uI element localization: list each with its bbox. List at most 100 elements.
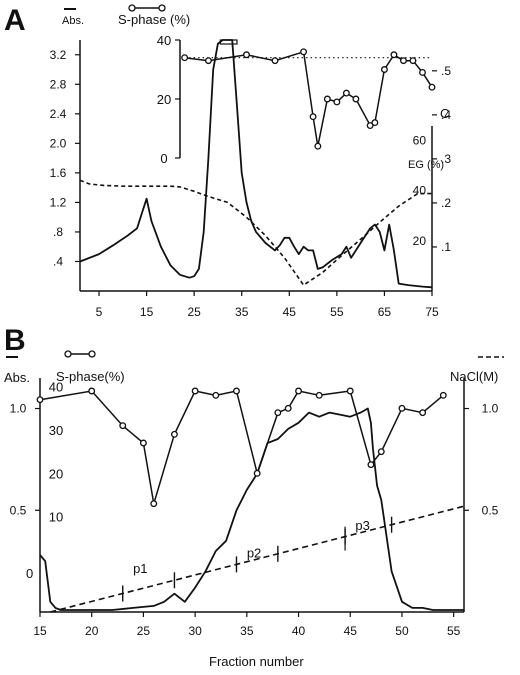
panel-a-sphase-point	[333, 98, 341, 106]
panel-a-left-tick-label: 2.8	[50, 77, 67, 91]
panel-a-x-tick-label: 55	[330, 305, 344, 319]
panel-b-nacl-legend: NaCl(M)	[450, 356, 504, 384]
panel-a-eg-label: EG (%)	[408, 159, 444, 171]
panel-a-sphase-point	[366, 122, 374, 129]
panel-b-sphase-point	[119, 422, 127, 430]
panel-a-inset-tick-label: 0	[160, 151, 167, 166]
panel-a-sphase-point	[409, 57, 417, 65]
panel-b-absorbance-line	[39, 407, 464, 611]
panel-a-left-tick-label: 2.0	[50, 136, 67, 150]
panel-a-sphase-label: S-phase (%)	[118, 12, 190, 27]
panel-b-sphase-point	[398, 404, 406, 412]
panel-b-x-tick-label: 50	[395, 624, 409, 638]
panel-a-left-tick-label: .4	[53, 254, 63, 268]
panel-a-x-tick-label: 15	[140, 305, 154, 319]
panel-b-sphase-tick-label: 40	[49, 380, 63, 395]
panel-a-absorbance-line	[79, 39, 433, 289]
panel-a-left-tick-label: 1.2	[50, 195, 67, 209]
panel-a-x-tick-label: 5	[96, 305, 103, 319]
panel-b-sphase-tick-label: 10	[49, 510, 63, 525]
panel-b-nacl-tick-label: 0.5	[482, 503, 499, 517]
panel-b-x-tick-label: 20	[85, 624, 99, 638]
panel-a-x-tick-label: 35	[235, 305, 249, 319]
panel-a-sphase-point	[243, 51, 250, 59]
panel-a-sphase-point	[309, 113, 317, 121]
panel-b-peak-label-p3: p3	[355, 518, 369, 533]
panel-a-plot: 5 15 25 35 45 55 65 75 .4 .8 1.2 1.6 2.0 2.4 2.8 3.2 0 20…	[50, 33, 452, 319]
panel-b-sphase-label: S-phase(%)	[56, 369, 125, 384]
panel-a-inset-tick-label: 20	[157, 92, 171, 107]
panel-b-sphase-point	[233, 387, 240, 395]
panel-a-c-tick-label: .5	[441, 64, 451, 78]
panel-a-x-tick-label: 45	[283, 305, 297, 319]
panel-b-x-tick-label: 55	[447, 624, 461, 638]
panel-a-left-tick-label: 2.4	[50, 107, 67, 121]
panel-b-sphase-tick-label: 30	[49, 423, 63, 438]
panel-a-sphase-point	[371, 119, 379, 127]
panel-b-sphase-legend: S-phase(%)	[56, 350, 125, 384]
panel-b-sphase-point	[191, 387, 199, 395]
panel-b-x-tick-label: 40	[292, 624, 306, 638]
panel-a-left-tick-label: 3.2	[50, 48, 67, 62]
panel-b-sphase-point	[377, 448, 385, 456]
panel-b-sphase-point	[253, 469, 261, 477]
panel-b-nacl-line	[50, 505, 465, 613]
panel-b-sphase-tick-label: 20	[49, 466, 63, 481]
panel-a-c-tick-label: .3	[441, 152, 451, 166]
panel-a-sphase-point	[400, 57, 407, 65]
panel-a-sphase-point	[271, 57, 279, 65]
panel-b-plot: 15 20 25 30 35 40 45 50 55 0.5 1.0 10 20 30 40 0.5 1.0 p1…	[10, 378, 499, 638]
panel-a-c-label: C	[440, 106, 449, 121]
panel-b-sphase-point	[88, 387, 96, 395]
panel-a-sphase-point	[380, 66, 388, 73]
panel-b-letter: B	[4, 324, 26, 357]
panel-a-gradient-line	[79, 179, 432, 287]
panel-b-sphase-point	[315, 391, 323, 399]
panel-a-sphase-point	[419, 68, 426, 76]
panel-b-x-tick-label: 30	[188, 624, 202, 638]
panel-a-sphase-point	[314, 142, 322, 150]
panel-b-sphase-point	[212, 391, 220, 399]
panel-b-x-tick-label: 35	[240, 624, 254, 638]
panel-b-sphase-point	[36, 396, 44, 404]
panel-a-x-tick-label: 75	[425, 305, 439, 319]
panel-b-sphase-point	[139, 439, 147, 447]
panel-b-abs-tick-label: 0.5	[10, 503, 27, 517]
panel-a-c-tick-label: .2	[441, 196, 451, 210]
panel-b-sphase-point	[170, 430, 178, 438]
panel-b-sphase-point	[150, 500, 158, 508]
panel-a-x-tick-label: 65	[378, 305, 392, 319]
panel-a-abs-label: Abs.	[62, 15, 84, 27]
panel-b-sphase-point	[295, 387, 302, 395]
panel-a-inset-tick-label: 40	[157, 33, 171, 48]
panel-b-x-tick-label: 25	[137, 624, 151, 638]
panel-b-nacl-label: NaCl(M)	[450, 369, 498, 384]
panel-b-sphase-point	[346, 387, 354, 395]
panel-a-c-tick-label: .4	[441, 108, 451, 122]
panel-b-sphase-point	[419, 409, 427, 417]
panel-a-sphase-point	[204, 57, 212, 65]
panel-b-abs-tick-label: 1.0	[10, 402, 27, 416]
panel-a-sphase-legend: S-phase (%)	[118, 4, 190, 27]
panel-b-sphase-point	[439, 391, 447, 399]
panel-b-nacl-tick-label: 1.0	[482, 402, 499, 416]
panel-a-sphase-point	[390, 51, 398, 59]
panel-b-sphase-point	[284, 404, 292, 412]
panel-a-peak-box	[219, 39, 238, 45]
panel-b-x-tick-label: 45	[344, 624, 358, 638]
panel-a-sphase-point	[352, 95, 360, 103]
panel-a-c-tick-label: .1	[441, 240, 451, 254]
panel-b-xlabel: Fraction number	[209, 654, 304, 669]
panel-b-abs-label: Abs.	[4, 370, 30, 385]
panel-b-sphase-line	[39, 390, 444, 504]
panel-b-peak-label-p1: p1	[133, 561, 147, 576]
panel-a-sphase-point	[323, 95, 331, 103]
panel-a-abs-legend: Abs.	[62, 8, 84, 27]
panel-a-sphase-point	[342, 89, 350, 97]
panel-a-sphase-point	[300, 48, 308, 56]
panel-b-sphase-point	[367, 461, 375, 469]
panel-b-sphase-point	[274, 409, 282, 417]
panel-a-letter: A	[4, 4, 26, 37]
panel-a-left-tick-label: .8	[53, 225, 63, 239]
